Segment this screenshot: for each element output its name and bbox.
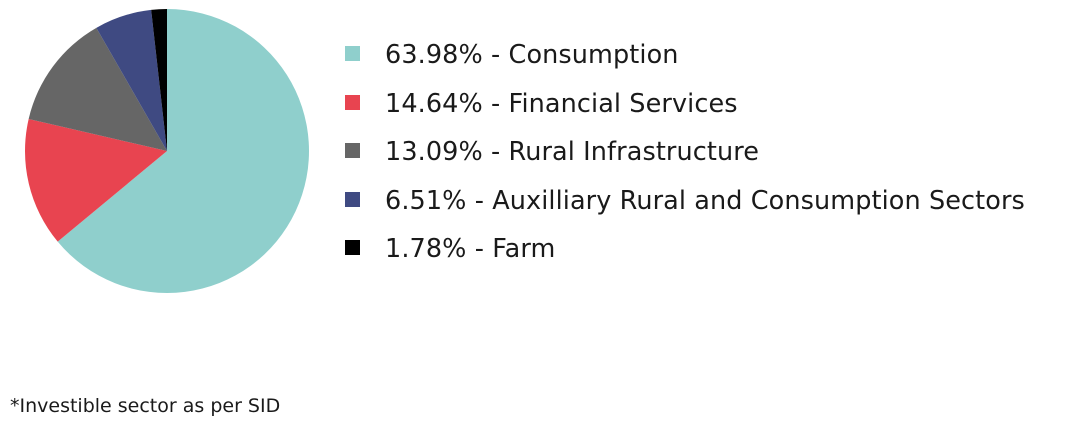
pie-slice-farm <box>151 9 167 151</box>
legend-label-auxilliary-sectors: 6.51% - Auxilliary Rural and Consumption… <box>385 185 1025 216</box>
pie-slice-auxilliary-rural-and-consumption-sectors <box>96 9 167 152</box>
legend-swatch-consumption <box>345 46 360 61</box>
legend-swatch-farm <box>345 240 360 255</box>
legend-label-rural-infrastructure: 13.09% - Rural Infrastructure <box>385 137 760 167</box>
legend-swatch-rural-infrastructure <box>345 143 360 158</box>
legend-label-financial-services: 14.64% - Financial Services <box>385 88 738 119</box>
legend-label-farm: 1.78% - Farm <box>385 234 556 264</box>
pie-slice-financial-services <box>25 118 167 242</box>
legend-label-consumption: 63.98% - Consumption <box>385 40 679 70</box>
pie-chart <box>25 9 310 294</box>
pie-slices <box>25 9 310 294</box>
legend-swatch-financial-services <box>345 94 360 110</box>
legend-swatch-auxilliary-sectors <box>345 191 360 207</box>
pie-slice-rural-infrastructure <box>28 27 167 151</box>
footnote: *Investible sector as per SID <box>10 395 281 417</box>
pie-slice-consumption <box>57 9 310 294</box>
